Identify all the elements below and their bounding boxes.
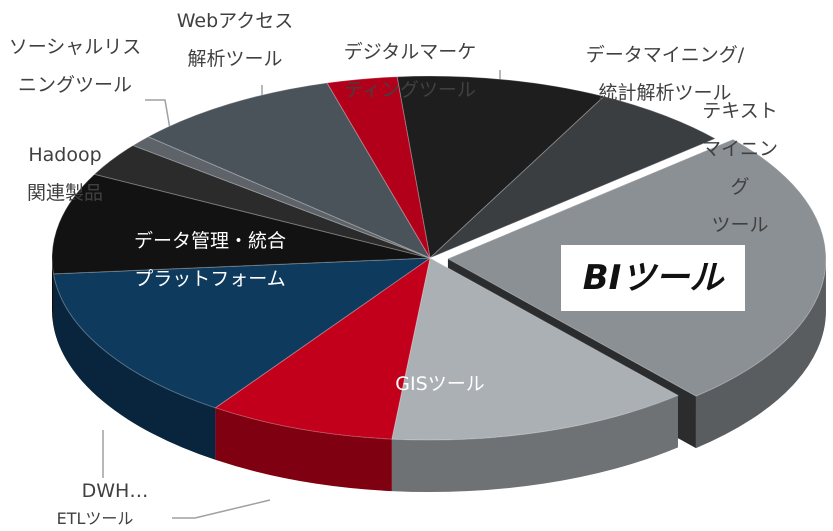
slice-label: デジタルマーケ ティングツール (343, 41, 477, 101)
slice-label: Webアクセス 解析ツール (176, 10, 294, 70)
pie-slice (52, 257, 432, 460)
pie-slice (147, 82, 432, 260)
slice-label: テキストマイニング ツール (701, 100, 778, 236)
slice-label: DWH… (81, 480, 149, 502)
slice-side-shade (391, 395, 678, 492)
slice-side-shade (52, 258, 54, 326)
pie-slice (131, 136, 431, 259)
slice-side-shade (53, 273, 216, 460)
slice-label: GISツール (395, 373, 485, 395)
pie-slice (326, 76, 431, 259)
slice-top (429, 95, 717, 259)
slice-side (53, 273, 216, 460)
slice-label: BIツール (561, 245, 745, 311)
slice-label: ソーシャルリス ニングツール (8, 36, 142, 96)
slice-label: ETLツール (56, 509, 134, 528)
slice-side (391, 395, 678, 492)
pie-slice (214, 256, 431, 492)
slice-side-shade (215, 407, 392, 492)
pie-slice (429, 95, 717, 259)
pie-slice (93, 144, 431, 259)
slice-top (51, 173, 431, 275)
slice-top (391, 257, 680, 441)
slice-side (52, 258, 54, 326)
slice-top (147, 82, 432, 260)
slice-top (52, 257, 432, 409)
slice-top (131, 136, 431, 259)
slice-label: データマイニング/統計解析ツール (585, 44, 745, 104)
pie-slice (51, 173, 431, 326)
slice-top (326, 76, 431, 259)
slice-top (93, 144, 431, 259)
slice-label: Hadoop 関連製品 (26, 144, 104, 204)
slice-top (214, 256, 431, 440)
slice-top (396, 75, 605, 259)
pie-slice (396, 75, 605, 259)
slice-side-shade (695, 258, 826, 449)
slice-side (695, 258, 826, 449)
slice-side (215, 407, 392, 492)
pie-slice (391, 257, 680, 492)
slice-label: データ管理・統合 プラットフォーム (133, 230, 287, 290)
leader-line (172, 499, 271, 519)
